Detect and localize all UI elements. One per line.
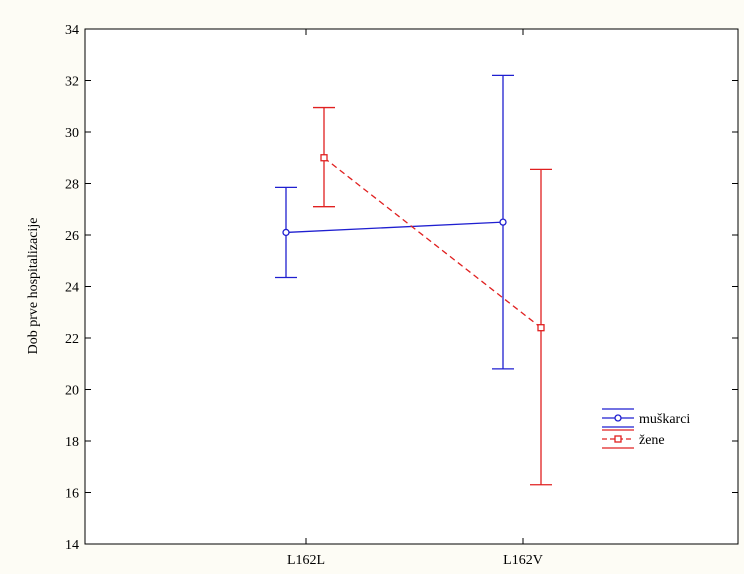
- plot-area: [84, 28, 739, 545]
- y-tick-label: 14: [65, 538, 79, 553]
- series-2: [313, 106, 552, 486]
- legend-marker: [614, 435, 622, 443]
- y-tick-label: 18: [65, 435, 79, 450]
- y-tick-label: 24: [65, 281, 79, 296]
- y-tick-label: 22: [65, 332, 79, 347]
- series-layer: [275, 74, 552, 486]
- legend-label: muškarci: [639, 412, 690, 427]
- data-point: [320, 154, 328, 162]
- x-tick-label: L162V: [503, 553, 543, 568]
- series-1: [275, 74, 514, 370]
- y-tick-label: 34: [65, 23, 79, 38]
- series-line: [323, 157, 542, 329]
- y-tick-label: 28: [65, 178, 79, 193]
- series-line: [285, 221, 504, 234]
- legend-label: žene: [639, 433, 665, 448]
- y-tick-label: 30: [65, 126, 79, 141]
- legend-marker: [614, 414, 622, 422]
- y-axis-title: Dob prve hospitalizacije: [26, 218, 41, 355]
- data-point: [282, 228, 290, 237]
- x-tick-label: L162L: [287, 553, 325, 568]
- x-axis: L162L L162V: [287, 29, 543, 568]
- y-tick-label: 16: [65, 487, 79, 502]
- y-tick-label: 26: [65, 229, 79, 244]
- data-point: [537, 324, 545, 332]
- legend-item-1: muškarci: [602, 408, 690, 428]
- data-point: [499, 218, 507, 226]
- legend: muškarci žene: [602, 408, 690, 449]
- legend-item-2: žene: [602, 429, 665, 449]
- y-tick-label: 20: [65, 384, 79, 399]
- y-tick-label: 32: [65, 75, 79, 90]
- y-axis: 14 16 18 20 22 24 26 28 30 32 34: [65, 23, 738, 553]
